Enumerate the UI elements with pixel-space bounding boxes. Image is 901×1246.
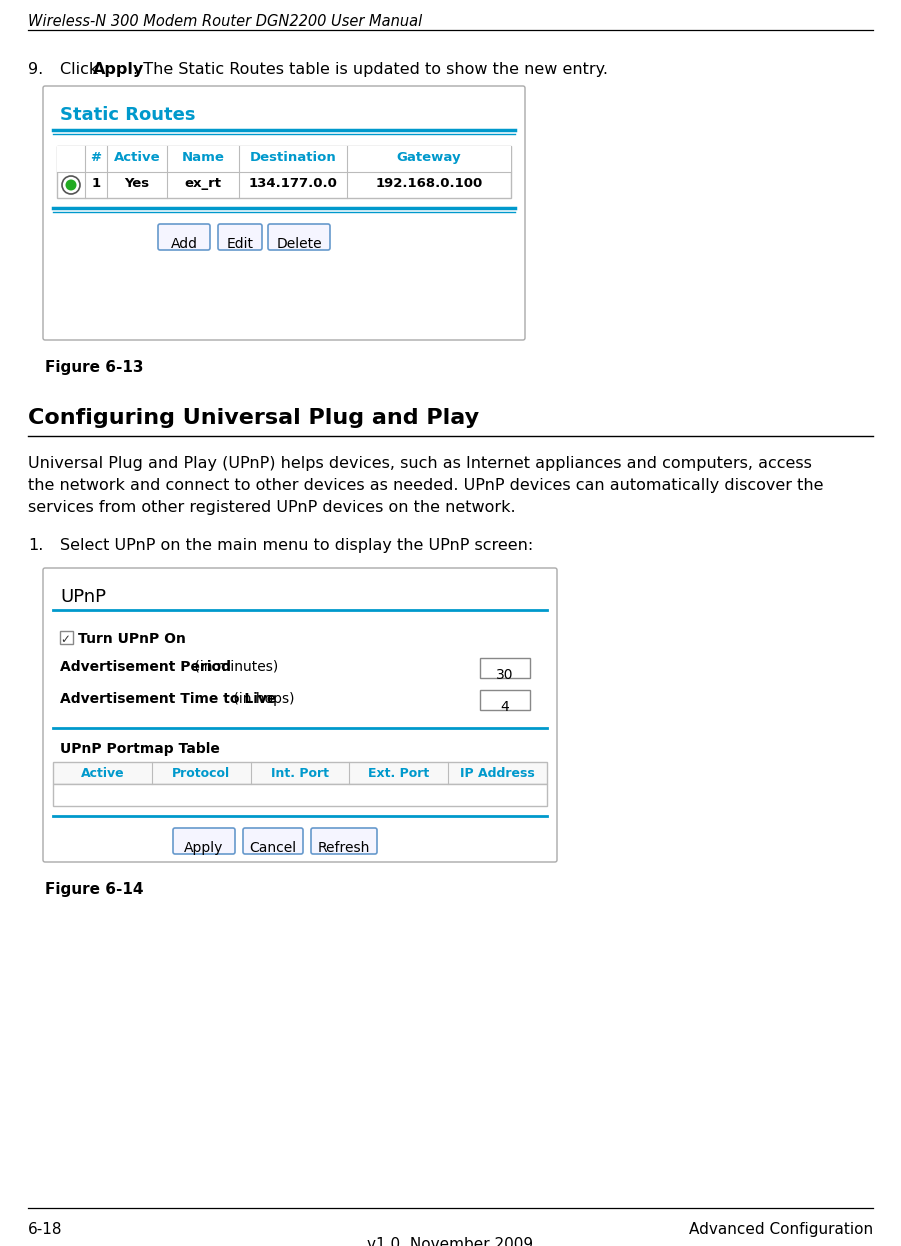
Text: Cancel: Cancel — [250, 841, 296, 855]
FancyBboxPatch shape — [43, 568, 557, 862]
Text: Add: Add — [170, 237, 197, 250]
Text: Universal Plug and Play (UPnP) helps devices, such as Internet appliances and co: Universal Plug and Play (UPnP) helps dev… — [28, 456, 812, 471]
Bar — [57, 146, 511, 198]
Text: Configuring Universal Plug and Play: Configuring Universal Plug and Play — [28, 407, 479, 427]
Text: Select UPnP on the main menu to display the UPnP screen:: Select UPnP on the main menu to display … — [60, 538, 533, 553]
Text: Figure 6-14: Figure 6-14 — [45, 882, 143, 897]
Text: 192.168.0.100: 192.168.0.100 — [376, 177, 483, 189]
Text: Click: Click — [60, 62, 104, 77]
Text: 30: 30 — [496, 668, 514, 682]
Text: Refresh: Refresh — [318, 841, 370, 855]
Text: Edit: Edit — [226, 237, 253, 250]
Text: Destination: Destination — [250, 151, 336, 164]
Text: ✓: ✓ — [60, 633, 70, 645]
Bar — [480, 690, 530, 710]
Text: 1.: 1. — [28, 538, 43, 553]
Text: Name: Name — [182, 151, 224, 164]
Text: IP Address: IP Address — [460, 768, 535, 780]
Text: v1.0, November 2009: v1.0, November 2009 — [367, 1237, 533, 1246]
Circle shape — [62, 176, 80, 194]
FancyBboxPatch shape — [311, 829, 377, 854]
Text: Yes: Yes — [124, 177, 150, 189]
Text: Turn UPnP On: Turn UPnP On — [78, 632, 186, 645]
Text: Protocol: Protocol — [172, 768, 231, 780]
Text: Apply: Apply — [185, 841, 223, 855]
Text: UPnP Portmap Table: UPnP Portmap Table — [60, 743, 220, 756]
Text: Static Routes: Static Routes — [60, 106, 196, 125]
FancyBboxPatch shape — [243, 829, 303, 854]
Text: (in minutes): (in minutes) — [190, 660, 278, 674]
Text: #: # — [90, 151, 102, 164]
Text: the network and connect to other devices as needed. UPnP devices can automatical: the network and connect to other devices… — [28, 478, 824, 493]
Bar — [53, 784, 547, 806]
Text: 6-18: 6-18 — [28, 1222, 62, 1237]
FancyBboxPatch shape — [268, 224, 330, 250]
Text: Apply: Apply — [93, 62, 144, 77]
FancyBboxPatch shape — [218, 224, 262, 250]
Bar — [60, 630, 73, 644]
FancyBboxPatch shape — [173, 829, 235, 854]
Text: . The Static Routes table is updated to show the new entry.: . The Static Routes table is updated to … — [133, 62, 608, 77]
Text: Int. Port: Int. Port — [271, 768, 329, 780]
FancyBboxPatch shape — [43, 86, 525, 340]
Bar — [480, 658, 530, 678]
Bar — [57, 146, 511, 172]
Bar — [53, 763, 547, 784]
Text: Wireless-N 300 Modem Router DGN2200 User Manual: Wireless-N 300 Modem Router DGN2200 User… — [28, 14, 423, 29]
Text: 9.: 9. — [28, 62, 43, 77]
Text: ex_rt: ex_rt — [185, 177, 222, 189]
FancyBboxPatch shape — [158, 224, 210, 250]
Text: (in hops): (in hops) — [229, 692, 295, 706]
Text: 4: 4 — [501, 700, 509, 714]
Text: Gateway: Gateway — [396, 151, 461, 164]
Text: Active: Active — [80, 768, 124, 780]
Text: Delete: Delete — [277, 237, 322, 250]
Text: Advanced Configuration: Advanced Configuration — [689, 1222, 873, 1237]
Text: 134.177.0.0: 134.177.0.0 — [249, 177, 338, 189]
Circle shape — [66, 179, 77, 191]
Text: Advertisement Period: Advertisement Period — [60, 660, 231, 674]
Text: Active: Active — [114, 151, 160, 164]
Text: 1: 1 — [91, 177, 101, 189]
Text: Figure 6-13: Figure 6-13 — [45, 360, 143, 375]
Text: Ext. Port: Ext. Port — [369, 768, 430, 780]
Text: Advertisement Time to Live: Advertisement Time to Live — [60, 692, 277, 706]
Text: services from other registered UPnP devices on the network.: services from other registered UPnP devi… — [28, 500, 515, 515]
Text: UPnP: UPnP — [60, 588, 106, 606]
